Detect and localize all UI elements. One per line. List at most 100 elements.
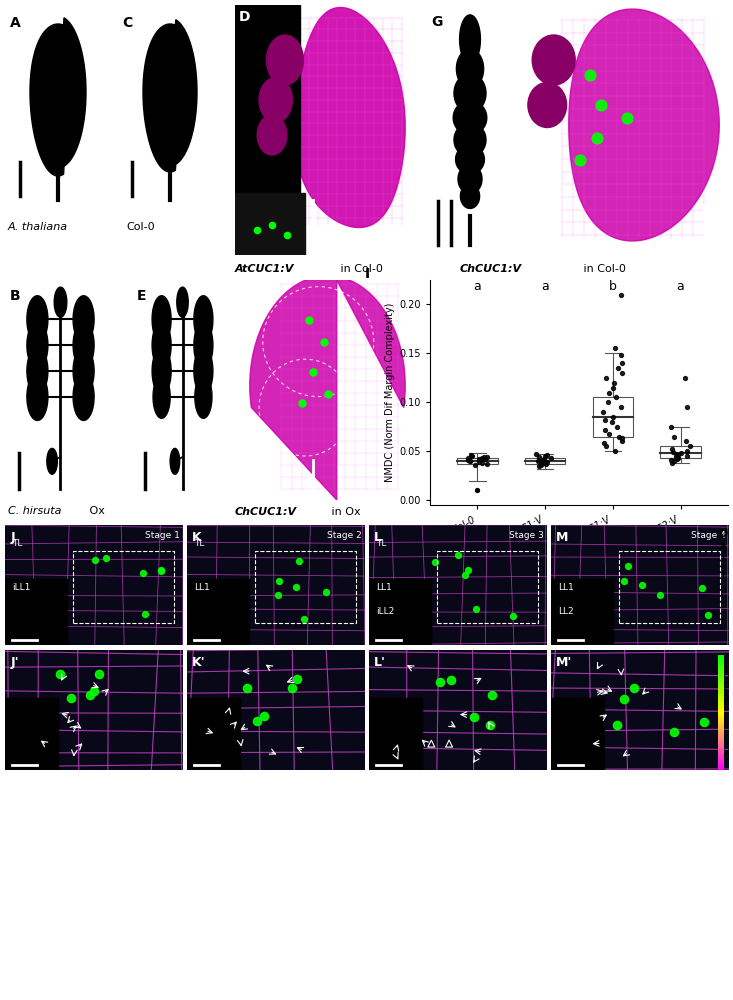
Bar [718,727,724,729]
Bar [718,738,724,739]
Point [668,453,680,469]
Polygon shape [460,184,479,208]
Polygon shape [177,287,188,317]
Point [611,389,622,405]
Bar [718,755,724,756]
Bar [718,713,724,714]
Text: Ox: Ox [86,506,105,516]
Bar [718,679,724,680]
Polygon shape [73,347,94,395]
Point [487,687,498,703]
Polygon shape [27,322,48,369]
Point [481,449,493,465]
Text: TL: TL [12,539,23,548]
Polygon shape [47,448,57,474]
Circle shape [532,35,575,85]
Text: I: I [364,266,369,280]
Polygon shape [195,375,212,418]
Text: L': L' [375,656,386,669]
Polygon shape [187,579,249,645]
Point [668,724,679,740]
Bar [718,656,724,657]
Bar [660,446,701,458]
Bar [718,678,724,679]
Point [65,690,77,706]
Bar [718,739,724,740]
Bar [718,741,724,742]
Bar [718,663,724,664]
Bar [718,733,724,734]
Point [611,717,623,733]
Point [608,380,619,396]
Bar [718,724,724,725]
Point [668,429,680,445]
Point [597,404,609,420]
Polygon shape [551,698,605,770]
Point [595,97,607,113]
Bar [718,657,724,658]
Bar [592,397,633,437]
Point [474,451,485,467]
Polygon shape [369,698,422,770]
Bar [525,458,565,464]
Bar [718,680,724,681]
Polygon shape [27,373,48,420]
Bar [718,740,724,741]
Bar [718,734,724,736]
Circle shape [528,83,567,127]
Bar [718,699,724,700]
Bar [718,730,724,731]
Point [600,412,611,428]
Point [598,435,610,451]
Text: b: b [609,280,616,293]
Point [680,433,692,449]
Point [535,453,547,469]
Bar [718,762,724,763]
Polygon shape [250,276,405,500]
Text: ChCUC1:V: ChCUC1:V [725,723,731,759]
Polygon shape [369,579,431,645]
Bar [718,702,724,703]
Bar [718,677,724,678]
Point [476,450,487,466]
Polygon shape [458,164,482,194]
Point [445,672,457,688]
Bar [718,669,724,670]
Bar [718,711,724,712]
Bar [718,764,724,765]
Point [541,447,553,463]
Point [469,457,481,473]
Point [609,443,621,459]
Polygon shape [194,296,213,343]
Point [602,394,614,410]
Bar [718,715,724,716]
Point [266,217,278,233]
Text: LL1: LL1 [558,583,574,592]
Text: P: P [720,587,727,597]
Point [465,453,476,469]
Bar [718,721,724,722]
Bar [718,736,724,737]
Point [670,446,682,462]
Text: in Col-0: in Col-0 [336,264,383,274]
Polygon shape [143,20,197,172]
Bar [718,716,724,717]
Point [258,708,270,724]
Bar [718,683,724,684]
Point [535,454,547,470]
Bar [718,714,724,715]
Point [290,579,302,595]
Bar [718,691,724,692]
Bar [718,672,724,673]
Text: G: G [432,15,443,29]
Bar [718,660,724,661]
Text: Col-0: Col-0 [126,222,155,232]
Bar [718,706,724,707]
Bar [718,748,724,749]
Point [463,562,474,578]
Point [155,562,167,578]
Point [530,446,542,462]
Point [538,451,550,467]
Text: C. hirsuta: C. hirsuta [8,506,62,516]
Point [463,452,474,468]
